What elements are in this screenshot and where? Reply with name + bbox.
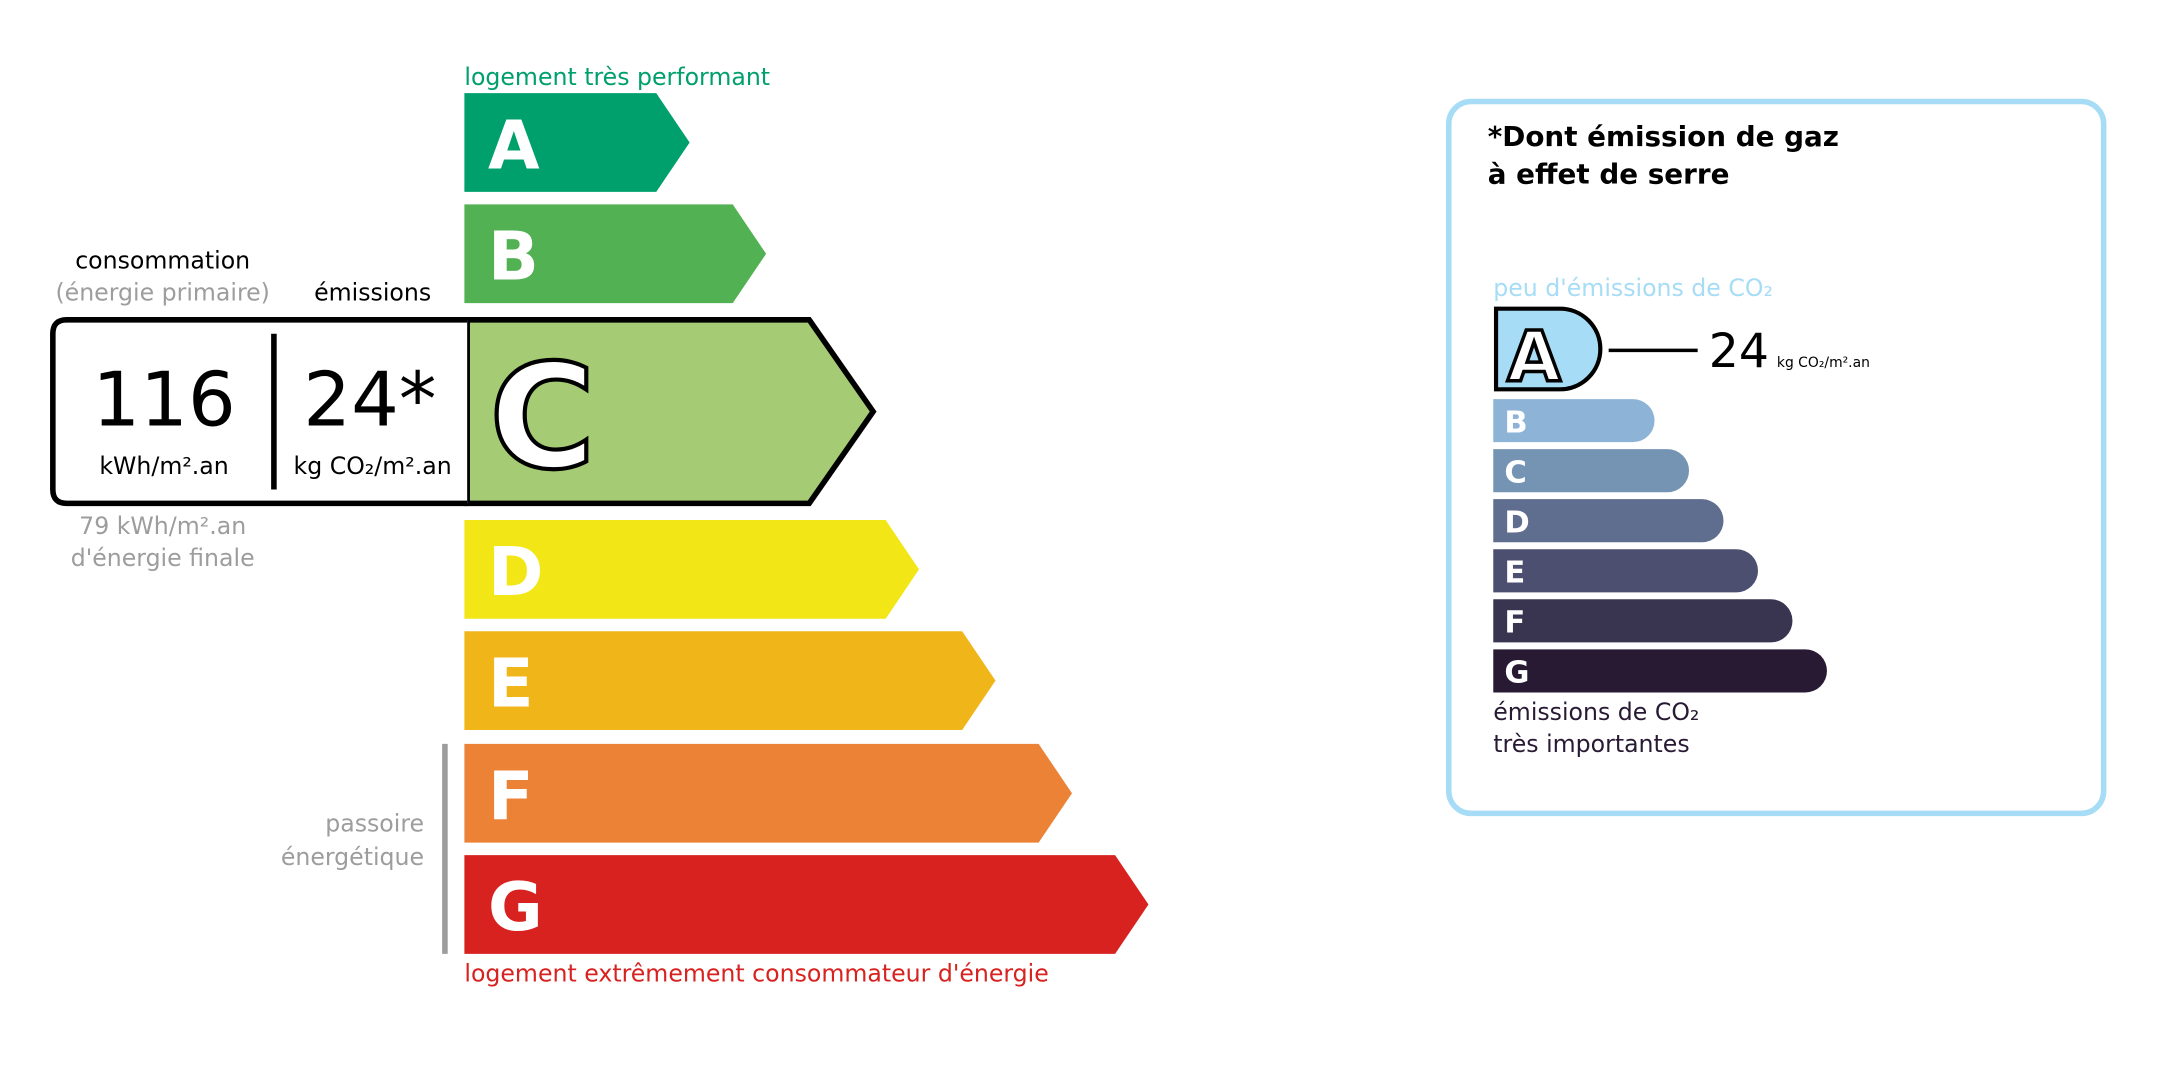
energy-letter-d: D — [488, 533, 543, 611]
ges-top-label: peu d'émissions de CO₂ — [1493, 274, 1773, 302]
ges-unit: kg CO₂/m².an — [1777, 355, 1870, 371]
bottom-label: logement extrêmement consommateur d'éner… — [464, 960, 1048, 988]
final-energy-value: 79 kWh/m².an — [79, 512, 246, 540]
energy-letter-b: B — [488, 217, 539, 295]
energy-letter-c: C — [489, 334, 595, 502]
ges-value: 24 — [1709, 324, 1769, 379]
ges-letter-d: D — [1504, 506, 1529, 541]
ges-letter-c: C — [1504, 455, 1526, 490]
ges-letter-e: E — [1504, 556, 1525, 591]
ges-bar-a-current — [1493, 306, 1603, 392]
energy-bar-e — [464, 631, 996, 730]
ges-bottom-label-2: très importantes — [1493, 730, 1689, 758]
energy-bar-a — [464, 93, 690, 192]
energy-letter-f: F — [488, 757, 534, 835]
consumption-sub: (énergie primaire) — [55, 278, 269, 306]
ges-bottom-label: émissions de CO₂ — [1493, 698, 1699, 726]
ges-bar-g — [1493, 649, 1827, 693]
top-label: logement très performant — [464, 63, 770, 91]
passoire-label: passoire — [325, 809, 424, 837]
emissions-label: émissions — [314, 278, 431, 306]
ges-letter-f: F — [1504, 606, 1525, 641]
ges-title-2: à effet de serre — [1488, 158, 1730, 191]
consumption-unit: kWh/m².an — [99, 452, 228, 480]
consumption-label: consommation — [75, 246, 250, 274]
ges-bar-d — [1493, 499, 1724, 543]
ges-title: *Dont émission de gaz — [1488, 120, 1839, 153]
ges-letter-b: B — [1504, 405, 1527, 440]
ges-bar-c — [1493, 449, 1690, 493]
energy-bar-b — [464, 204, 767, 304]
consumption-value: 116 — [92, 355, 235, 443]
energy-bar-f — [464, 743, 1072, 843]
emissions-unit: kg CO₂/m².an — [294, 452, 452, 480]
energy-letter-a: A — [488, 106, 540, 184]
passoire-label-2: énergétique — [281, 843, 424, 871]
ges-bar-f — [1493, 599, 1793, 643]
energy-bar-d — [464, 520, 920, 619]
ges-letter-g: G — [1504, 656, 1529, 691]
final-energy-label: d'énergie finale — [71, 544, 255, 572]
ges-bar-e — [1493, 549, 1759, 593]
value-box — [50, 317, 468, 507]
energy-letter-e: E — [488, 644, 534, 722]
energy-letter-g: G — [488, 868, 543, 946]
emissions-value: 24* — [303, 355, 436, 443]
ges-letter-a: A — [1507, 317, 1561, 398]
energy-bar-g — [464, 855, 1149, 954]
ges-bar-b — [1493, 399, 1655, 443]
